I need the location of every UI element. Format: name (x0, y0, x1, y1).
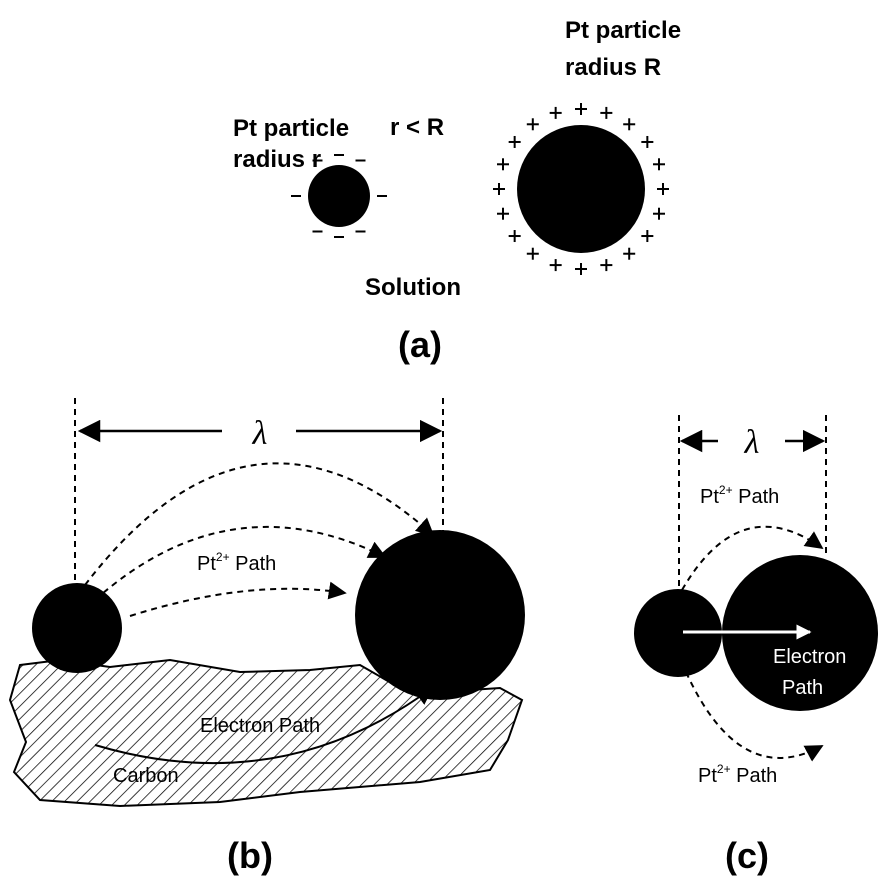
label: Pt particle (233, 115, 349, 142)
label: Solution (365, 274, 461, 301)
caption: (c) (725, 835, 769, 876)
label: Pt2+ Path (700, 483, 779, 508)
label: Path (782, 677, 823, 699)
label: Pt2+ Path (197, 550, 276, 575)
label: Electron (773, 646, 846, 668)
label: radius R (565, 54, 661, 81)
small-particle (32, 583, 122, 673)
panel-a: Pt particle radius r Pt particle radius … (233, 17, 681, 365)
caption: (a) (398, 324, 442, 365)
small-particle (308, 165, 370, 227)
large-particle (517, 125, 645, 253)
label: r < R (390, 114, 444, 141)
label: Carbon (113, 765, 179, 787)
label: λ (252, 415, 268, 452)
caption: (b) (227, 835, 273, 876)
panel-c: λ Pt2+ Path Electron Path Pt2+ Path (c) (634, 415, 878, 876)
label: radius r (233, 146, 321, 173)
label: Pt2+ Path (698, 762, 777, 787)
diagram: Pt particle radius r Pt particle radius … (0, 0, 893, 883)
label: λ (744, 424, 760, 461)
ion-path (130, 589, 345, 616)
label: Electron Path (200, 715, 320, 737)
label: Pt particle (565, 17, 681, 44)
panel-b: λ Pt2+ Path Electron Path Carbon (b) (10, 398, 525, 876)
